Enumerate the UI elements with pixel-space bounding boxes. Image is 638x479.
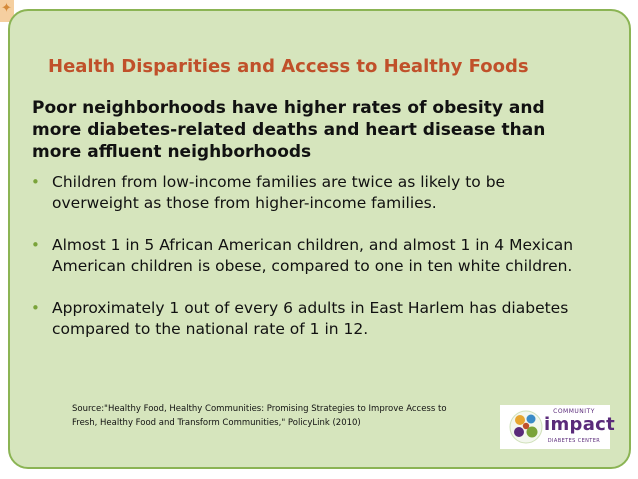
bullet-dot-icon: • xyxy=(31,299,40,317)
lead-statement: Poor neighborhoods have higher rates of … xyxy=(32,98,546,162)
slide-corner-tab: ✦ xyxy=(0,0,14,22)
sparkle-icon: ✦ xyxy=(1,1,12,16)
bullet-list: • Children from low-income families are t… xyxy=(24,172,584,340)
bullet-item: • Almost 1 in 5 African American children… xyxy=(24,235,584,277)
logo-wordmark: impact xyxy=(544,414,616,435)
logo-mark-icon xyxy=(509,410,543,444)
bullet-dot-icon: • xyxy=(31,173,40,191)
bullet-text: Approximately 1 out of every 6 adults in… xyxy=(52,299,569,338)
source-citation: Source:"Healthy Food, Healthy Communitie… xyxy=(72,402,492,430)
source-line: Fresh, Healthy Food and Transform Commun… xyxy=(72,418,361,428)
bullet-dot-icon: • xyxy=(31,236,40,254)
bullet-text: Almost 1 in 5 African American children,… xyxy=(52,236,574,275)
logo-top-text: COMMUNITY xyxy=(553,408,595,415)
source-line: Source:"Healthy Food, Healthy Communitie… xyxy=(72,404,447,414)
slide-panel xyxy=(8,9,631,469)
bullet-item: • Approximately 1 out of every 6 adults i… xyxy=(24,298,584,340)
slide-title: Health Disparities and Access to Healthy… xyxy=(48,56,529,77)
bullet-text: Children from low-income families are tw… xyxy=(52,173,506,212)
bullet-item: • Children from low-income families are t… xyxy=(24,172,584,214)
community-impact-logo: COMMUNITY impact DIABETES CENTER xyxy=(500,405,615,449)
logo-bottom-text: DIABETES CENTER xyxy=(547,438,601,444)
